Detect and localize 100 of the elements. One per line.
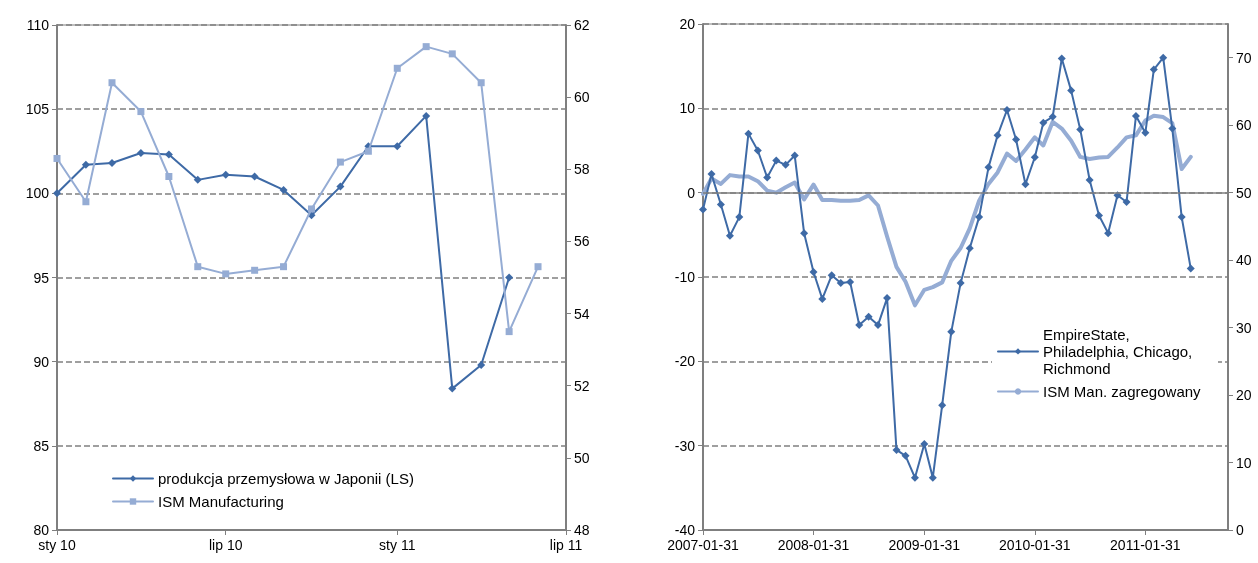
point — [193, 175, 202, 184]
point — [772, 156, 781, 165]
y2-tick-label: 60 — [574, 89, 590, 106]
point — [1039, 118, 1048, 127]
point — [735, 213, 744, 222]
point — [422, 111, 431, 120]
point — [1168, 124, 1177, 133]
point — [136, 148, 145, 157]
point — [448, 50, 456, 58]
point — [1104, 229, 1113, 238]
y2-tick-label: 56 — [574, 233, 590, 250]
y2-tick-label: 50 — [1236, 184, 1252, 201]
point — [53, 189, 61, 198]
point — [1177, 213, 1186, 222]
point — [422, 43, 430, 51]
point — [279, 185, 288, 194]
point — [1002, 106, 1011, 115]
point — [716, 200, 725, 209]
y2-tick-label: 62 — [574, 17, 590, 33]
y2-tick-label: 60 — [1236, 117, 1252, 134]
point — [534, 263, 542, 271]
point — [965, 244, 974, 253]
point — [809, 267, 818, 276]
point — [164, 150, 173, 159]
x-tick-label: 2011-01-31 — [1110, 537, 1181, 553]
point — [1095, 211, 1104, 220]
y2-tick-label: 30 — [1236, 319, 1252, 336]
point — [505, 273, 514, 282]
point — [108, 159, 116, 168]
y-tick-label: 110 — [26, 17, 50, 33]
point — [1122, 197, 1131, 206]
point — [1141, 128, 1150, 137]
point — [920, 439, 929, 448]
point — [477, 361, 486, 370]
point — [993, 131, 1002, 140]
point — [975, 213, 984, 222]
legend-label: EmpireState, Philadelphia, Chicago, Richmond — [1043, 325, 1197, 377]
point — [393, 142, 402, 151]
x-tick-label: lip 10 — [209, 537, 243, 553]
point — [763, 173, 772, 182]
point — [846, 278, 855, 287]
point — [1076, 125, 1085, 134]
y-tick-label: 20 — [679, 16, 696, 32]
point — [81, 160, 90, 169]
y-tick-label: 0 — [687, 184, 696, 201]
y-tick-label: 85 — [33, 437, 50, 454]
point — [1186, 264, 1195, 273]
x-tick-label: sty 11 — [379, 537, 416, 553]
y-tick-label: -30 — [674, 437, 696, 454]
point — [250, 172, 259, 181]
y2-tick-label: 52 — [574, 377, 590, 394]
x-tick-label: 2009-01-31 — [888, 537, 961, 553]
point — [781, 160, 790, 169]
y2-tick-label: 50 — [574, 449, 590, 466]
point — [280, 263, 288, 271]
point — [1159, 53, 1168, 62]
y2-tick-label: 54 — [574, 305, 590, 322]
point — [194, 263, 202, 271]
point — [1021, 180, 1030, 189]
y2-tick-label: 0 — [1236, 522, 1244, 538]
point — [251, 266, 259, 274]
x-tick-label: 2008-01-31 — [777, 537, 850, 553]
point — [910, 473, 919, 482]
legend-label: produkcja przemysłowa w Japonii (LS) — [158, 470, 414, 487]
point — [938, 401, 947, 410]
point — [956, 278, 965, 287]
y-tick-label: 105 — [25, 101, 50, 118]
point — [336, 182, 345, 191]
point — [82, 198, 90, 206]
point — [1131, 111, 1140, 120]
y2-tick-label: 48 — [574, 522, 590, 538]
point — [1030, 153, 1039, 162]
point — [1012, 135, 1021, 144]
y-tick-label: -20 — [674, 353, 696, 370]
y2-tick-label: 40 — [1236, 252, 1252, 269]
y2-tick-label: 20 — [1236, 387, 1252, 404]
x-tick-label: 2007-01-31 — [667, 537, 740, 553]
point — [364, 147, 372, 155]
point — [744, 129, 753, 138]
point — [222, 270, 230, 278]
point — [984, 163, 993, 172]
y-tick-label: 10 — [679, 100, 696, 117]
line-series — [701, 113, 1193, 308]
point — [836, 278, 845, 287]
point — [947, 327, 956, 336]
y2-tick-label: 70 — [1236, 49, 1252, 66]
point — [393, 64, 401, 72]
point — [874, 321, 882, 330]
point — [790, 151, 799, 160]
point — [1067, 86, 1076, 95]
y2-tick-label: 58 — [574, 161, 590, 178]
x-tick-label: 2010-01-31 — [999, 537, 1071, 553]
point — [699, 205, 707, 214]
point — [308, 205, 315, 213]
point — [505, 328, 513, 336]
point — [892, 445, 901, 454]
point — [165, 173, 173, 180]
point — [108, 79, 116, 87]
point — [221, 170, 230, 179]
point — [725, 231, 734, 240]
